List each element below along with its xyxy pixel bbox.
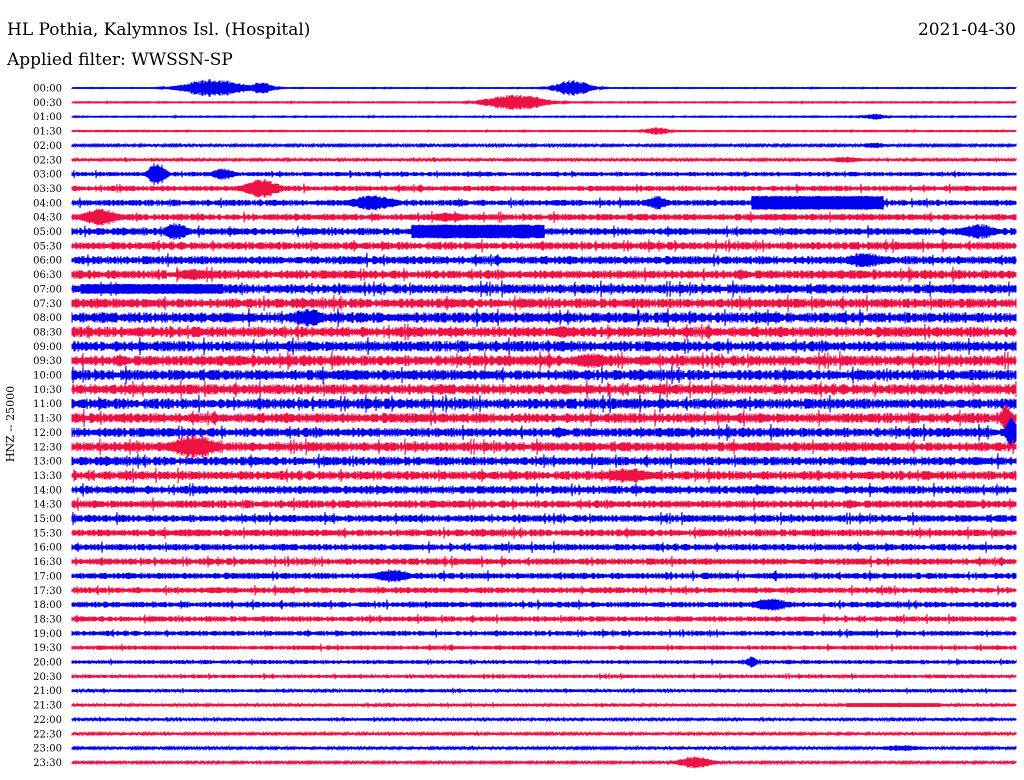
time-label: 23:00	[33, 744, 62, 755]
time-label: 18:00	[33, 600, 62, 611]
time-label: 14:30	[33, 500, 62, 511]
time-label: 12:30	[33, 442, 62, 453]
time-label: 07:30	[33, 299, 62, 310]
trace-row	[71, 643, 1017, 652]
trace-row	[71, 497, 1017, 511]
trace-row	[71, 179, 1017, 198]
date-label: 2021-04-30	[917, 20, 1016, 40]
time-label: 17:00	[33, 571, 62, 582]
trace-row	[71, 613, 1017, 625]
time-label-group: 00:00 00:30 01:00 01:30 02:00 02:30 03:00 03:30…	[33, 84, 62, 769]
time-label: 15:30	[33, 528, 62, 539]
trace-row	[71, 555, 1017, 568]
trace-row	[71, 628, 1017, 638]
trace-row	[71, 308, 1017, 328]
trace-row	[71, 656, 1017, 668]
time-label: 19:30	[33, 643, 62, 654]
time-label: 23:30	[33, 758, 62, 769]
time-label: 13:30	[33, 471, 62, 482]
time-label: 22:30	[33, 729, 62, 740]
time-label: 01:00	[33, 112, 62, 123]
trace-row	[71, 687, 1017, 694]
trace-row	[71, 208, 1017, 226]
trace-row	[71, 541, 1017, 554]
time-label: 11:00	[33, 399, 62, 410]
time-label: 21:30	[33, 701, 62, 712]
trace-group	[71, 79, 1017, 769]
time-label: 01:30	[33, 127, 62, 138]
trace-row	[71, 511, 1017, 526]
time-label: 05:00	[33, 227, 62, 238]
station-title: HL Pothia, Kalymnos Isl. (Hospital)	[7, 20, 311, 40]
time-label: 02:30	[33, 155, 62, 166]
time-label: 16:30	[33, 557, 62, 568]
time-label: 12:00	[33, 428, 62, 439]
time-label: 04:30	[33, 213, 62, 224]
trace-row	[71, 323, 1017, 341]
trace-row	[71, 379, 1017, 399]
time-label: 11:30	[33, 414, 62, 425]
time-label: 20:30	[33, 672, 62, 683]
trace-row	[71, 404, 1017, 432]
time-label: 15:00	[33, 514, 62, 525]
time-label: 16:00	[33, 543, 62, 554]
time-label: 18:30	[33, 614, 62, 625]
trace-row	[71, 280, 1017, 298]
time-label: 06:30	[33, 270, 62, 281]
trace-row	[71, 266, 1017, 283]
time-label: 06:00	[33, 256, 62, 267]
trace-row	[71, 453, 1017, 470]
time-label: 14:00	[33, 485, 62, 496]
trace-row	[71, 526, 1017, 540]
time-label: 20:00	[33, 658, 62, 669]
time-label: 05:30	[33, 241, 62, 252]
time-label: 10:00	[33, 371, 62, 382]
trace-row	[71, 365, 1017, 385]
trace-row	[71, 195, 1017, 211]
time-label: 03:30	[33, 184, 62, 195]
time-label: 09:00	[33, 342, 62, 353]
trace-row	[71, 467, 1017, 484]
time-label: 08:00	[33, 313, 62, 324]
trace-row	[71, 482, 1017, 497]
trace-row	[71, 417, 1017, 448]
trace-row	[71, 142, 1017, 149]
time-label: 22:00	[33, 715, 62, 726]
filter-label: Applied filter: WWSSN-SP	[7, 50, 233, 70]
time-label: 03:00	[33, 170, 62, 181]
trace-row	[71, 584, 1017, 596]
trace-row	[71, 294, 1017, 312]
trace-row	[71, 598, 1017, 611]
trace-row	[71, 238, 1017, 253]
time-label: 07:00	[33, 284, 62, 295]
trace-row	[71, 223, 1017, 240]
time-label: 10:30	[33, 385, 62, 396]
time-label: 21:00	[33, 686, 62, 697]
time-label: 19:00	[33, 629, 62, 640]
trace-row	[71, 569, 1017, 583]
trace-row	[71, 394, 1017, 414]
time-label: 02:00	[33, 141, 62, 152]
trace-row	[71, 163, 1017, 186]
time-label: 13:00	[33, 457, 62, 468]
time-label: 09:30	[33, 356, 62, 367]
trace-row	[71, 337, 1017, 356]
trace-row	[71, 716, 1017, 723]
trace-row	[71, 252, 1017, 268]
trace-row	[71, 434, 1017, 459]
trace-row	[71, 351, 1017, 371]
time-label: 00:00	[33, 84, 62, 95]
time-label: 00:30	[33, 98, 62, 109]
time-label: 17:30	[33, 586, 62, 597]
time-label: 08:30	[33, 327, 62, 338]
time-label: 04:00	[33, 198, 62, 209]
